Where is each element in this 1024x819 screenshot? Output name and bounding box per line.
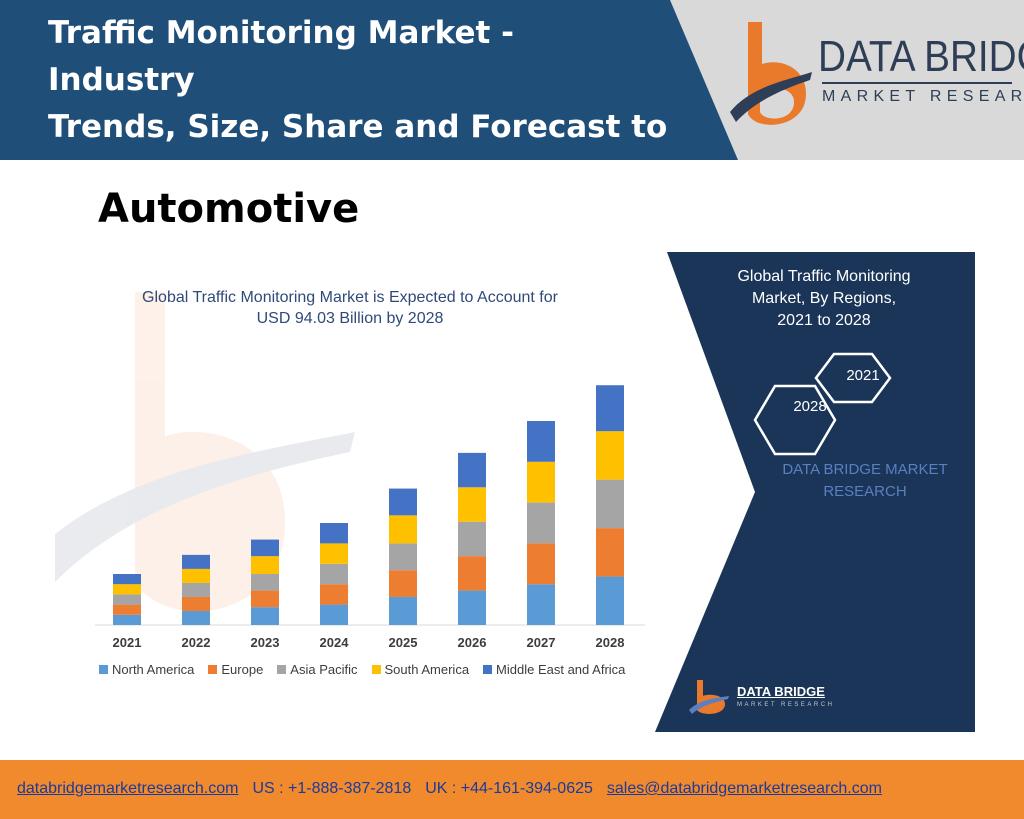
bar-2025-series-0 <box>389 596 417 625</box>
us-phone: US : +1-888-387-2818 <box>252 780 412 797</box>
footer-contact-line: databridgemarketresearch.com US : +1-888-… <box>17 780 882 798</box>
bar-2024-series-2 <box>320 563 348 585</box>
legend-label: Asia Pacific <box>290 662 358 677</box>
plot-area: 2021 2022 2023 2024 2025 2026 2027 2028 <box>95 385 645 650</box>
hex-2021-label: 2021 <box>846 367 880 384</box>
legend-item: Asia Pacific <box>277 662 358 677</box>
panel-title: Global Traffic Monitoring Market, By Reg… <box>737 268 911 329</box>
bar-2027-series-4 <box>527 421 555 462</box>
legend-swatch <box>99 665 108 674</box>
legend-label: Middle East and Africa <box>496 662 626 677</box>
hexagon-2021-icon <box>814 352 892 404</box>
data-bridge-logo-icon <box>730 22 812 125</box>
panel-logo-name: DATA BRIDGE <box>737 684 825 699</box>
bar-2027-series-2 <box>527 502 555 544</box>
bar-2027-series-0 <box>527 584 555 625</box>
hexagon-2028-icon <box>753 384 837 456</box>
legend-label: North America <box>112 662 195 677</box>
bar-2026-series-4 <box>458 452 486 488</box>
bar-2025-series-1 <box>389 570 417 597</box>
bar-2022-series-2 <box>182 582 210 597</box>
logo-name: DATA BRIDGE <box>818 32 1024 81</box>
legend-item: Middle East and Africa <box>483 662 625 677</box>
legend-swatch <box>371 665 381 674</box>
bar-2028-series-0 <box>596 576 624 625</box>
bar-2026-series-1 <box>458 556 486 591</box>
legend-item: North America <box>99 662 194 677</box>
x-tick-label: 2021 <box>113 635 142 650</box>
header-background <box>0 0 738 160</box>
legend-item: Europe <box>208 662 263 677</box>
bar-2027-series-1 <box>527 543 555 585</box>
watermark <box>55 292 355 612</box>
panel-brand-text: DATA BRIDGE MARKET RESEARCH <box>782 461 948 500</box>
bar-2026-series-0 <box>458 590 486 625</box>
footer: databridgemarketresearch.com US : +1-888-… <box>0 760 1024 819</box>
region-panel-background <box>655 252 975 732</box>
x-tick-label: 2027 <box>527 635 556 650</box>
uk-phone: UK : +44-161-394-0625 <box>425 780 593 797</box>
bar-2025-series-2 <box>389 543 417 571</box>
bar-2024-series-1 <box>320 584 348 605</box>
bar-2021-series-0 <box>113 614 141 625</box>
bar-2022-series-4 <box>182 554 210 569</box>
website-link[interactable]: databridgemarketresearch.com <box>17 780 239 797</box>
panel-logo: DATA BRIDGE MARKET RESEARCH <box>687 678 847 718</box>
logo-divider <box>822 82 1012 84</box>
hex-2028-label: 2028 <box>793 398 827 415</box>
bar-2026-series-3 <box>458 487 486 522</box>
bar-2024-series-3 <box>320 543 348 564</box>
data-bridge-small-logo-icon <box>689 680 729 714</box>
bar-2028-series-3 <box>596 431 624 480</box>
bar-2028-series-4 <box>596 385 624 432</box>
x-tick-label: 2025 <box>389 635 418 650</box>
legend-swatch <box>208 665 218 674</box>
bar-2027-series-3 <box>527 461 555 503</box>
bar-2022-series-3 <box>182 568 210 583</box>
bar-2021-series-2 <box>113 594 141 605</box>
section-heading: Automotive <box>98 186 360 232</box>
panel-logo-tagline: MARKET RESEARCH <box>737 702 835 708</box>
bar-2024-series-4 <box>320 523 348 544</box>
x-tick-label: 2024 <box>320 635 350 650</box>
bar-2028-series-2 <box>596 479 624 529</box>
bar-2022-series-1 <box>182 596 210 611</box>
bar-2023-series-1 <box>251 590 279 608</box>
bar-2025-series-4 <box>389 488 417 516</box>
bar-2023-series-0 <box>251 607 279 625</box>
bar-2023-series-3 <box>251 556 279 574</box>
bar-2026-series-2 <box>458 521 486 557</box>
bar-2021-series-4 <box>113 574 141 585</box>
bar-2023-series-2 <box>251 574 279 591</box>
logo-tagline: MARKET RESEARCH <box>822 88 1024 105</box>
brand-logo: DATA BRIDGE MARKET RESEARCH <box>726 14 1024 144</box>
bar-2025-series-3 <box>389 515 417 544</box>
chart-legend: North America Europe Asia Pacific South Ame… <box>99 662 625 677</box>
chart-title: Global Traffic Monitoring Market is Expe… <box>142 289 558 327</box>
bar-2022-series-0 <box>182 610 210 625</box>
bar-2021-series-3 <box>113 584 141 595</box>
legend-label: South America <box>384 662 470 677</box>
email-link[interactable]: sales@databridgemarketresearch.com <box>606 780 882 797</box>
bar-2028-series-1 <box>596 528 624 577</box>
x-tick-label: 2028 <box>596 635 625 650</box>
page-title: Traffic Monitoring Market - Industry Tre… <box>48 15 668 192</box>
legend-label: Europe <box>221 662 264 677</box>
x-tick-label: 2022 <box>182 635 211 650</box>
x-tick-label: 2026 <box>458 635 487 650</box>
bar-2023-series-4 <box>251 539 279 557</box>
bar-2021-series-1 <box>113 604 141 615</box>
infographic: 2021 2022 2023 2024 2025 2026 2027 2028 Global … <box>55 252 975 732</box>
bar-2024-series-0 <box>320 604 348 625</box>
legend-swatch <box>483 665 493 674</box>
x-tick-label: 2023 <box>251 635 280 650</box>
header-banner: Traffic Monitoring Market - Industry Tre… <box>0 0 1024 192</box>
stacked-bar-chart: 2021 2022 2023 2024 2025 2026 2027 2028 <box>55 252 975 732</box>
legend-swatch <box>277 665 287 674</box>
legend-item: South America <box>371 662 470 677</box>
